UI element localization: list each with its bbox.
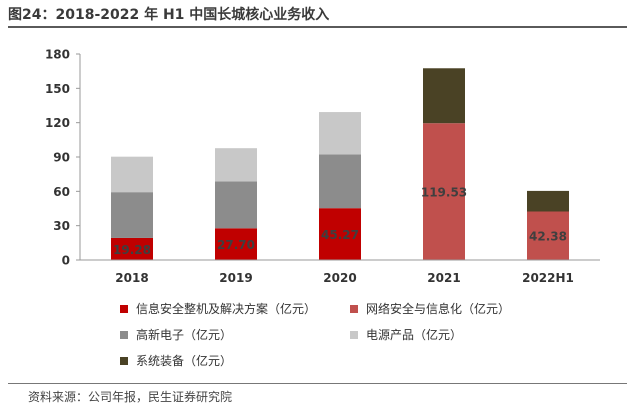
data-label-2020: 45.27 <box>321 228 359 242</box>
x-tick-label: 2022H1 <box>522 271 574 285</box>
bar-segment-xinxi-2019 <box>215 228 257 260</box>
data-label-2018: 19.28 <box>113 243 151 257</box>
legend-swatch-gaoxin <box>120 330 128 339</box>
legend-label-xinxi: 信息安全整机及解决方案（亿元） <box>136 302 317 316</box>
bar-layer <box>111 68 569 260</box>
x-tick-label: 2021 <box>427 271 460 285</box>
chart-title: 图24：2018-2022 年 H1 中国长城核心业务收入 <box>8 7 330 23</box>
stacked-bar-chart: 19.28 27.70 45.27 119.53 42.38 0 30 60 90 120 150… <box>45 48 600 285</box>
legend-item-dianyuan: 电源产品（亿元） <box>350 326 462 343</box>
y-tick-label: 150 <box>45 82 70 96</box>
y-tick-label: 0 <box>62 254 70 268</box>
bar-segment-wangluo-2021 <box>423 123 465 260</box>
legend-label-gaoxin: 高新电子（亿元） <box>136 328 233 342</box>
bar-segment-dianyuan-2020 <box>319 112 361 155</box>
legend-item-gaoxin: 高新电子（亿元） <box>120 326 232 343</box>
legend-swatch-dianyuan <box>350 330 358 339</box>
bar-segment-gaoxin-2020 <box>319 154 361 209</box>
y-tick-label: 120 <box>45 116 70 130</box>
x-tick-label: 2018 <box>115 271 148 285</box>
bar-segment-gaoxin-2019 <box>215 181 257 229</box>
y-tick-label: 30 <box>53 219 70 233</box>
source-note: 资料来源：公司年报，民生证券研究院 <box>28 390 233 404</box>
legend-label-wangluo: 网络安全与信息化（亿元） <box>366 302 511 316</box>
footer-divider <box>8 383 627 384</box>
bar-segment-xinxi-2020 <box>319 208 361 260</box>
bar-segment-gaoxin-2018 <box>111 192 153 238</box>
data-label-2021: 119.53 <box>421 186 467 200</box>
x-tick-label: 2019 <box>219 271 252 285</box>
title-divider <box>8 26 627 28</box>
bar-segment-xitong-2022H1 <box>527 190 569 212</box>
bar-segment-dianyuan-2019 <box>215 148 257 182</box>
legend-swatch-wangluo <box>350 304 358 313</box>
legend-label-xitong: 系统装备（亿元） <box>136 354 233 368</box>
bar-segment-dianyuan-2018 <box>111 156 153 193</box>
bar-segment-xinxi-2018 <box>111 237 153 260</box>
bar-segment-wangluo-2022H1 <box>527 211 569 260</box>
data-label-2022H1: 42.38 <box>529 230 567 244</box>
legend-label-dianyuan: 电源产品（亿元） <box>366 328 463 342</box>
legend-item-xinxi: 信息安全整机及解决方案（亿元） <box>120 300 316 317</box>
y-tick-label: 90 <box>53 151 70 165</box>
legend-item-wangluo: 网络安全与信息化（亿元） <box>350 300 510 317</box>
legend-swatch-xinxi <box>120 304 128 313</box>
x-tick-label: 2020 <box>323 271 356 285</box>
legend-item-xitong: 系统装备（亿元） <box>120 352 232 369</box>
legend-swatch-xitong <box>120 356 128 365</box>
y-tick-label: 60 <box>53 185 70 199</box>
y-tick-label: 180 <box>45 48 70 62</box>
bar-segment-xitong-2021 <box>423 68 465 124</box>
data-label-2019: 27.70 <box>217 238 255 252</box>
axis-layer: 0 30 60 90 120 150 180 2018 2019 2020 2021 2022H1 <box>45 48 600 285</box>
label-layer: 19.28 27.70 45.27 119.53 42.38 <box>113 186 567 257</box>
